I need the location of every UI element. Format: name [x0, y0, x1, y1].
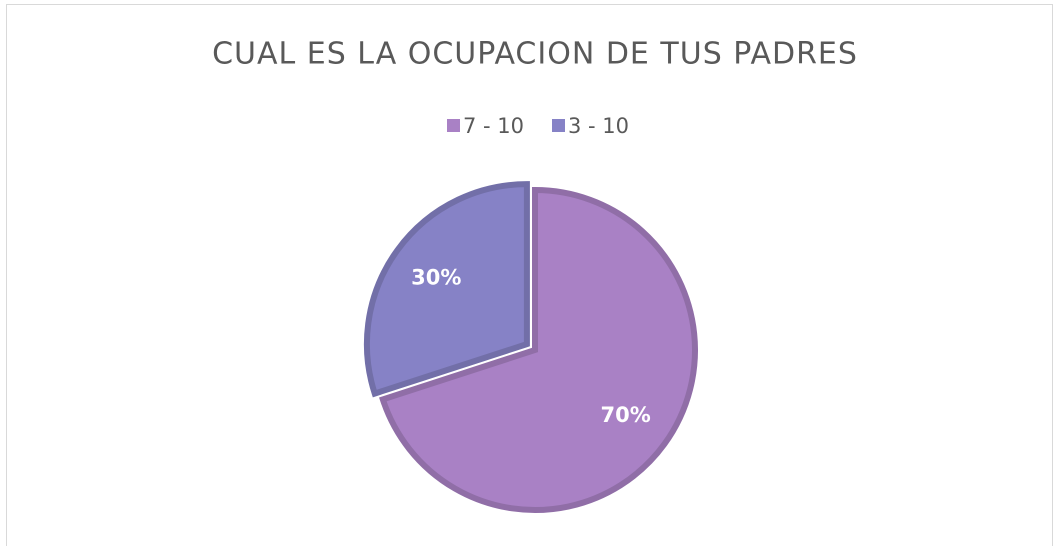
data-label: 70%	[600, 403, 650, 427]
chart-title: CUAL ES LA OCUPACION DE TUS PADRES	[212, 37, 858, 72]
legend-label: 7 - 10	[463, 114, 524, 138]
legend-swatch	[447, 119, 460, 132]
pie-slice	[363, 181, 530, 398]
legend-swatch	[552, 119, 565, 132]
data-label: 30%	[411, 265, 461, 289]
legend-label: 3 - 10	[568, 114, 629, 138]
pie-slice	[379, 186, 698, 513]
